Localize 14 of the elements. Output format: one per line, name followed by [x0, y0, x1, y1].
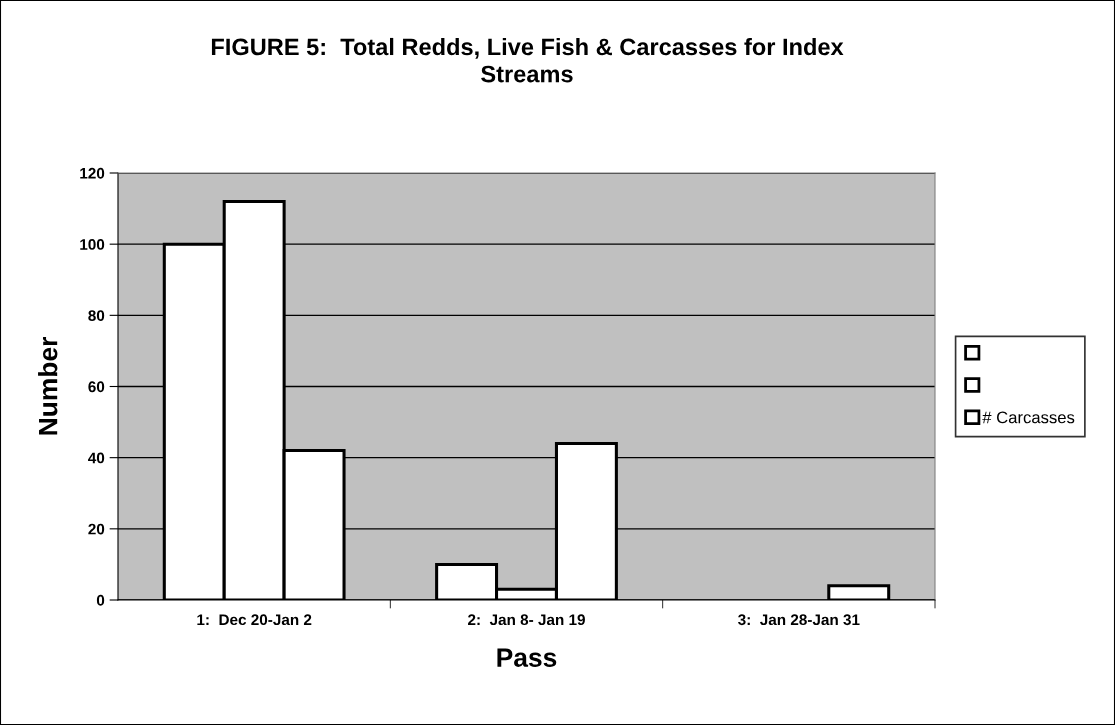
y-axis-title: Number [38, 337, 58, 435]
x-tick-label: 3: Jan 28-Jan 31 [738, 614, 860, 626]
x-tick-label: 2: Jan 8- Jan 19 [468, 614, 585, 626]
x-axis-title: Pass [497, 648, 557, 667]
y-tick-label: 80 [88, 310, 105, 322]
chart-title: FIGURE 5: Total Redds, Live Fish & Carcasses for Index Streams [211, 37, 844, 83]
legend-label: # Carcasses [982, 411, 1075, 424]
y-tick-label: 120 [80, 167, 105, 179]
y-tick-label: 60 [88, 381, 105, 393]
y-tick-label: 40 [88, 452, 105, 464]
y-tick-label: 20 [88, 523, 105, 535]
x-tick-label: 1: Dec 20-Jan 2 [197, 614, 312, 626]
y-tick-label: 100 [80, 239, 105, 250]
y-tick-label: 0 [96, 594, 105, 606]
